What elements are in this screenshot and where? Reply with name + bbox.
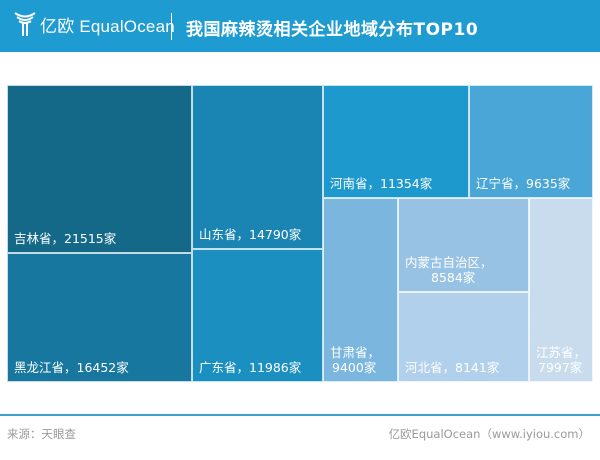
- treemap-cell: 辽宁省，9635家: [469, 85, 593, 198]
- treemap-cell: 河南省，11354家: [323, 85, 469, 198]
- brand-name: 亿欧 EqualOcean: [40, 16, 175, 36]
- equalocean-logo-icon: [14, 11, 36, 37]
- treemap-cell: 吉林省，21515家: [7, 85, 192, 253]
- treemap-cell-label: 辽宁省，9635家: [476, 176, 571, 191]
- treemap-cell: 黑龙江省，16452家: [7, 253, 192, 382]
- treemap-cell: 广东省，11986家: [192, 249, 323, 382]
- treemap-cell: 河北省，8141家: [398, 292, 529, 382]
- treemap-cell-label: 广东省，11986家: [199, 360, 302, 375]
- treemap-cell-label: 内蒙古自治区， 8584家: [405, 255, 493, 285]
- treemap-cell: 山东省，14790家: [192, 85, 323, 249]
- chart-title: 我国麻辣烫相关企业地域分布TOP10: [186, 20, 479, 40]
- source-note: 来源：天眼查: [7, 427, 76, 441]
- treemap-cell-label: 江苏省， 7997家: [536, 345, 587, 375]
- treemap-cell-label: 山东省，14790家: [199, 227, 302, 242]
- treemap-cell-label: 吉林省，21515家: [14, 231, 117, 246]
- treemap-cell: 甘肃省， 9400家: [323, 198, 398, 382]
- header-divider: [171, 13, 172, 40]
- treemap-cell-label: 黑龙江省，16452家: [14, 360, 129, 375]
- treemap-cell: 内蒙古自治区， 8584家: [398, 198, 529, 292]
- credit-note: 亿欧EqualOcean（www.iyiou.com）: [388, 427, 590, 441]
- treemap-cell-label: 河北省，8141家: [405, 360, 500, 375]
- treemap-cell: 江苏省， 7997家: [529, 198, 593, 382]
- header-bar: 亿欧 EqualOcean 我国麻辣烫相关企业地域分布TOP10: [0, 0, 600, 52]
- footer-divider: [0, 414, 600, 416]
- brand-logo: 亿欧 EqualOcean: [14, 11, 175, 37]
- treemap-cell-label: 甘肃省， 9400家: [330, 345, 381, 375]
- treemap-cell-label: 河南省，11354家: [330, 176, 433, 191]
